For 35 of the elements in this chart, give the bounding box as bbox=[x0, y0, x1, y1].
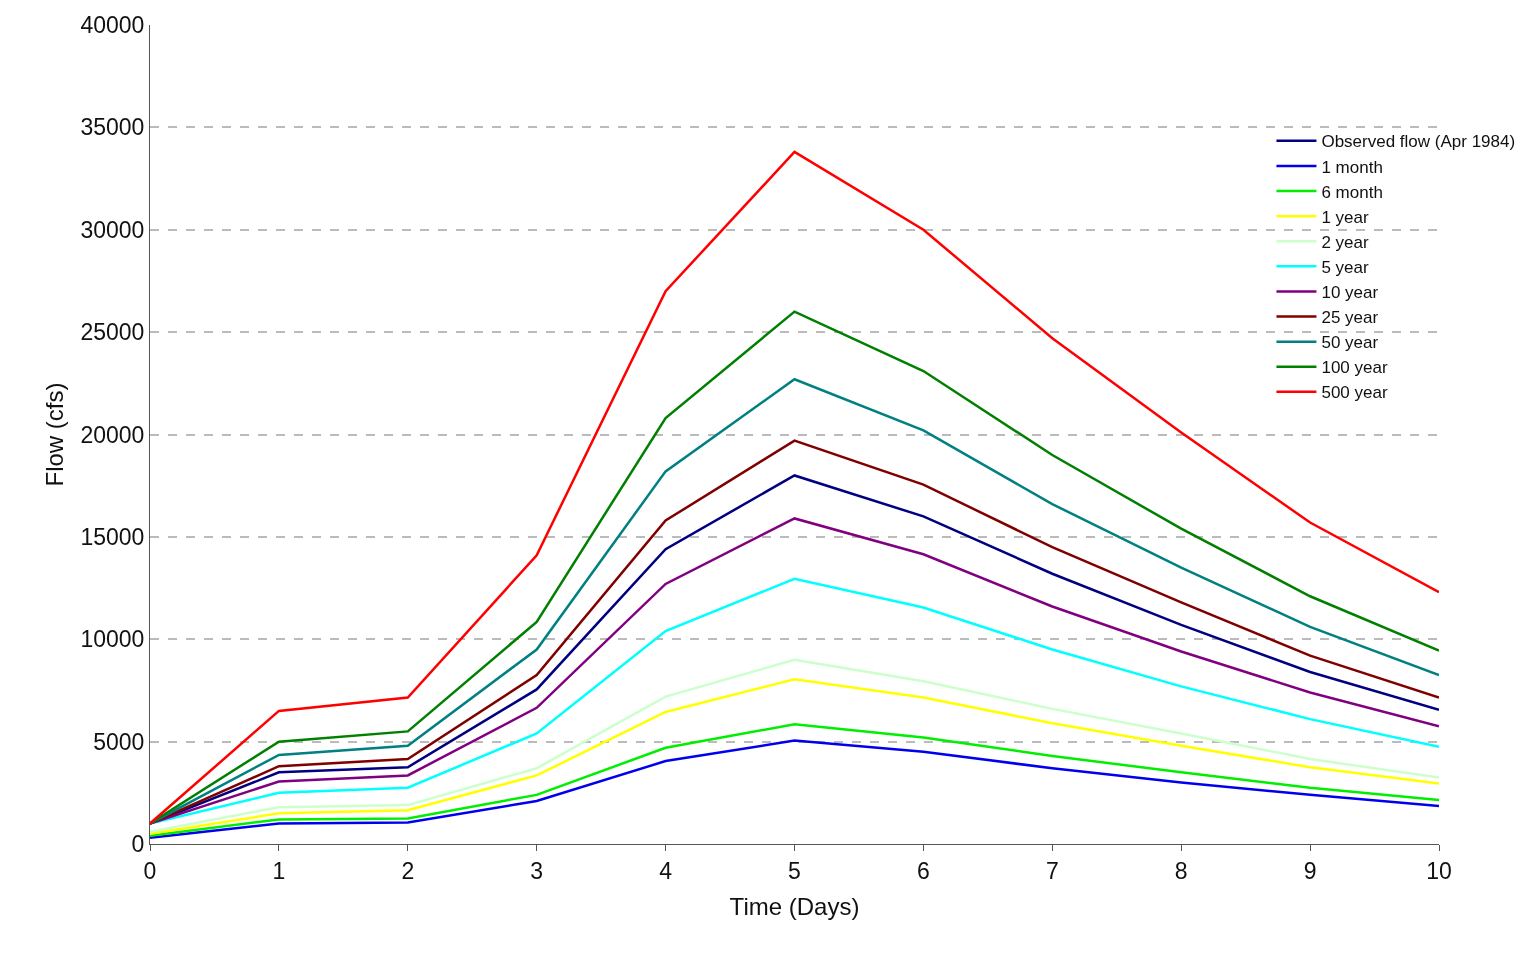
x-tick-label: 5 bbox=[788, 857, 801, 884]
legend-label: 50 year bbox=[1321, 333, 1379, 353]
x-tick-label: 4 bbox=[659, 857, 673, 884]
legend-label: 2 year bbox=[1321, 232, 1370, 252]
y-tick-label: 20000 bbox=[80, 421, 145, 448]
line-series bbox=[150, 150, 1439, 825]
y-axis-title: Flow (cfs) bbox=[40, 382, 68, 487]
line-series bbox=[150, 722, 1439, 838]
y-tick-label: 0 bbox=[131, 831, 145, 858]
y-tick-label: 25000 bbox=[80, 319, 145, 346]
legend-label: 5 year bbox=[1321, 257, 1370, 277]
x-tick-label: 2 bbox=[401, 857, 415, 884]
legend-label: 25 year bbox=[1321, 308, 1379, 328]
legend-label: 100 year bbox=[1321, 358, 1388, 378]
legend-label: 1 month bbox=[1321, 157, 1383, 177]
line-series bbox=[150, 739, 1439, 840]
legend-label: Observed flow (Apr 1984) bbox=[1321, 132, 1516, 152]
y-tick-label: 30000 bbox=[80, 216, 145, 243]
x-tick-label: 8 bbox=[1174, 857, 1188, 884]
y-tick-label: 35000 bbox=[80, 114, 145, 141]
x-tick-label: 10 bbox=[1426, 857, 1452, 884]
y-tick-label: 10000 bbox=[80, 626, 145, 653]
x-tick-label: 9 bbox=[1303, 857, 1317, 884]
x-tick-label: 6 bbox=[917, 857, 930, 884]
legend-label: 1 year bbox=[1321, 207, 1370, 227]
x-tick-label: 3 bbox=[530, 857, 544, 884]
x-axis-title: Time (Days) bbox=[729, 892, 860, 920]
y-tick-label: 15000 bbox=[80, 523, 145, 550]
legend-label: 500 year bbox=[1321, 383, 1388, 403]
x-tick-label: 7 bbox=[1045, 857, 1059, 884]
legend-label: 10 year bbox=[1321, 283, 1379, 303]
y-tick-label: 40000 bbox=[80, 12, 145, 39]
x-tick-label: 1 bbox=[272, 857, 286, 884]
y-tick-label: 5000 bbox=[93, 728, 145, 755]
legend-label: 6 month bbox=[1321, 182, 1383, 202]
